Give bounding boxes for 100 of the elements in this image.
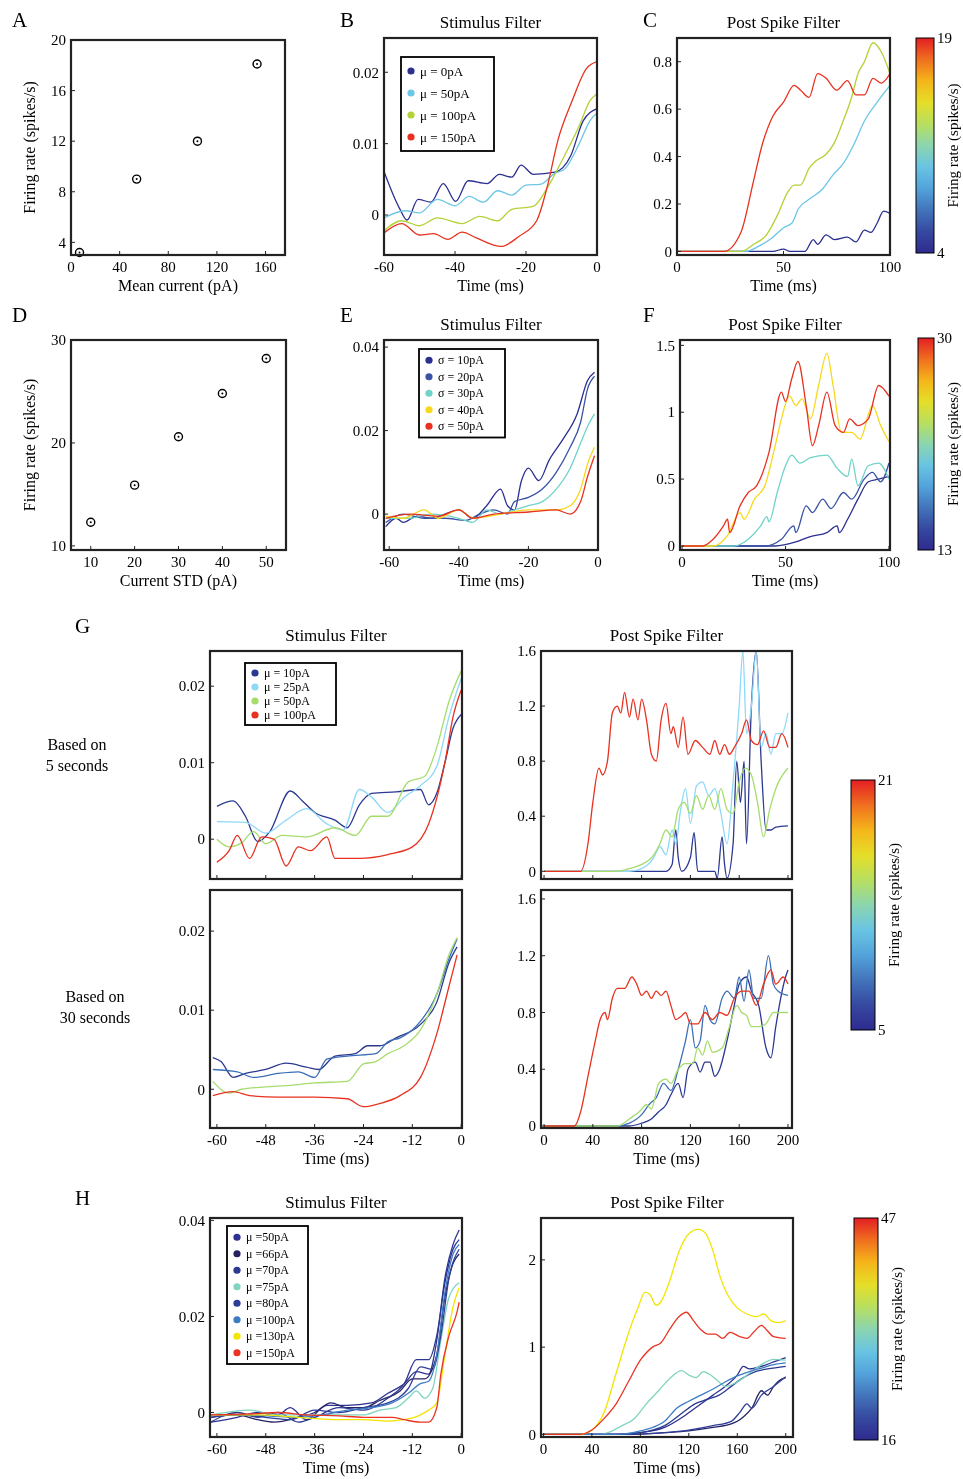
x-tick-label: -40 bbox=[448, 554, 469, 570]
y-axis-title: Firing rate (spikes/s) bbox=[21, 378, 39, 512]
text: F bbox=[643, 303, 655, 327]
x-tick-label: -40 bbox=[445, 259, 465, 275]
y-tick-label: 0.2 bbox=[653, 196, 672, 213]
y-tick-label: 0.04 bbox=[178, 1212, 206, 1229]
x-tick-label: -48 bbox=[255, 1132, 276, 1148]
x-axis-title: Time (ms) bbox=[750, 277, 817, 295]
x-tick-label: 80 bbox=[634, 1132, 650, 1148]
legend-label: μ = 50pA bbox=[264, 694, 311, 709]
x-tick-label: 40 bbox=[214, 554, 230, 570]
x-tick-label: -20 bbox=[516, 259, 536, 275]
chart-title: Stimulus Filter bbox=[285, 626, 388, 645]
legend-label: μ =80pA bbox=[246, 1296, 290, 1311]
y-tick-label: 0.02 bbox=[352, 422, 379, 439]
y-tick-label: 0 bbox=[371, 506, 379, 523]
x-axis-title: Time (ms) bbox=[302, 1459, 370, 1477]
y-tick-label: 0 bbox=[667, 538, 675, 555]
y-tick-label: 1 bbox=[528, 1339, 536, 1356]
x-tick-label: 40 bbox=[112, 259, 128, 275]
text: E bbox=[340, 303, 353, 327]
legend-label: μ = 150pA bbox=[420, 129, 477, 145]
x-tick-label: -20 bbox=[518, 554, 539, 570]
legend-label: σ = 40pA bbox=[438, 402, 485, 417]
legend-label: μ = 100pA bbox=[420, 107, 477, 123]
x-axis-title: Time (ms) bbox=[457, 572, 525, 590]
y-tick-label: 0.5 bbox=[656, 471, 675, 488]
text: B bbox=[340, 8, 355, 32]
x-tick-label: 200 bbox=[776, 1132, 800, 1148]
x-tick-label: -24 bbox=[353, 1132, 374, 1148]
color-bar-label: 13 bbox=[937, 542, 952, 559]
chart-title: Stimulus Filter bbox=[439, 13, 542, 32]
y-tick-label: 0.4 bbox=[653, 148, 673, 165]
x-tick-label: 120 bbox=[205, 259, 229, 275]
legend-label: μ =130pA bbox=[246, 1329, 296, 1344]
y-tick-label: 0.01 bbox=[178, 1002, 205, 1019]
legend-label: μ =100pA bbox=[246, 1312, 296, 1327]
legend-label: μ =66pA bbox=[246, 1246, 290, 1261]
y-tick-label: 0 bbox=[528, 1426, 536, 1443]
color-bar-title: Firing rate (spikes/s) bbox=[945, 381, 962, 507]
color-bar-title: Firing rate (spikes/s) bbox=[945, 83, 962, 208]
x-tick-label: -60 bbox=[374, 259, 394, 275]
x-tick-label: 20 bbox=[127, 554, 143, 570]
legend-label: μ = 25pA bbox=[264, 680, 311, 695]
x-axis-title: Time (ms) bbox=[633, 1150, 700, 1168]
text: G bbox=[75, 614, 91, 638]
x-axis-title: Mean current (pA) bbox=[118, 277, 238, 295]
chart-title: Stimulus Filter bbox=[285, 1193, 388, 1212]
x-tick-label: 0 bbox=[539, 1441, 548, 1457]
text: Based on bbox=[47, 736, 107, 753]
y-tick-label: 0.4 bbox=[517, 808, 537, 825]
x-tick-label: -60 bbox=[379, 554, 400, 570]
x-axis-title: Time (ms) bbox=[751, 572, 819, 590]
legend-label: μ = 100pA bbox=[264, 708, 317, 723]
color-bar-title: Firing rate (spikes/s) bbox=[889, 1266, 906, 1392]
y-tick-label: 0.02 bbox=[178, 923, 205, 940]
y-tick-label: 0.02 bbox=[352, 64, 379, 81]
x-tick-label: -24 bbox=[353, 1441, 374, 1457]
y-tick-label: 0.02 bbox=[178, 1308, 205, 1325]
y-tick-label: 0 bbox=[528, 863, 536, 880]
color-bar-title: Firing rate (spikes/s) bbox=[886, 842, 903, 968]
x-tick-label: 120 bbox=[677, 1441, 701, 1457]
x-tick-label: -12 bbox=[402, 1132, 423, 1148]
x-tick-label: 10 bbox=[83, 554, 99, 570]
chart-title: Post Spike Filter bbox=[610, 1193, 725, 1212]
legend-label: μ =75pA bbox=[246, 1279, 290, 1294]
y-tick-label: 0.4 bbox=[517, 1061, 537, 1078]
legend-label: μ =50pA bbox=[246, 1230, 290, 1245]
x-tick-label: 0 bbox=[594, 554, 602, 570]
x-tick-label: -36 bbox=[304, 1132, 326, 1148]
y-tick-label: 0 bbox=[197, 1404, 205, 1421]
chart-title: Post Spike Filter bbox=[609, 626, 724, 645]
x-tick-label: 160 bbox=[727, 1132, 751, 1148]
y-tick-label: 0.01 bbox=[352, 135, 379, 152]
y-tick-label: 1.6 bbox=[517, 891, 537, 908]
y-tick-label: 0.01 bbox=[178, 754, 205, 771]
legend-label: μ = 50pA bbox=[420, 85, 471, 101]
legend-label: μ =150pA bbox=[246, 1345, 296, 1360]
y-tick-label: 0.8 bbox=[653, 53, 672, 70]
text: 30 seconds bbox=[59, 1009, 131, 1026]
color-bar-label: 47 bbox=[881, 1210, 897, 1227]
y-tick-label: 0 bbox=[664, 243, 672, 260]
y-tick-label: 0 bbox=[197, 831, 205, 848]
legend-label: σ = 50pA bbox=[438, 419, 485, 434]
x-tick-label: -48 bbox=[255, 1441, 276, 1457]
x-tick-label: 80 bbox=[632, 1441, 648, 1457]
text: A bbox=[12, 8, 28, 32]
y-tick-label: 16 bbox=[51, 82, 67, 99]
legend-label: μ = 10pA bbox=[264, 666, 311, 681]
y-tick-label: 4 bbox=[58, 234, 67, 251]
y-tick-label: 0.02 bbox=[178, 678, 205, 695]
x-axis-title: Time (ms) bbox=[302, 1150, 370, 1168]
x-tick-label: 200 bbox=[774, 1441, 797, 1457]
y-tick-label: 20 bbox=[51, 32, 66, 49]
x-tick-label: 0 bbox=[678, 554, 686, 570]
x-tick-label: -36 bbox=[304, 1441, 326, 1457]
y-tick-label: 1.2 bbox=[517, 947, 536, 964]
x-tick-label: 40 bbox=[584, 1441, 600, 1457]
x-tick-label: 0 bbox=[593, 259, 601, 275]
y-tick-label: 0.6 bbox=[653, 101, 673, 118]
